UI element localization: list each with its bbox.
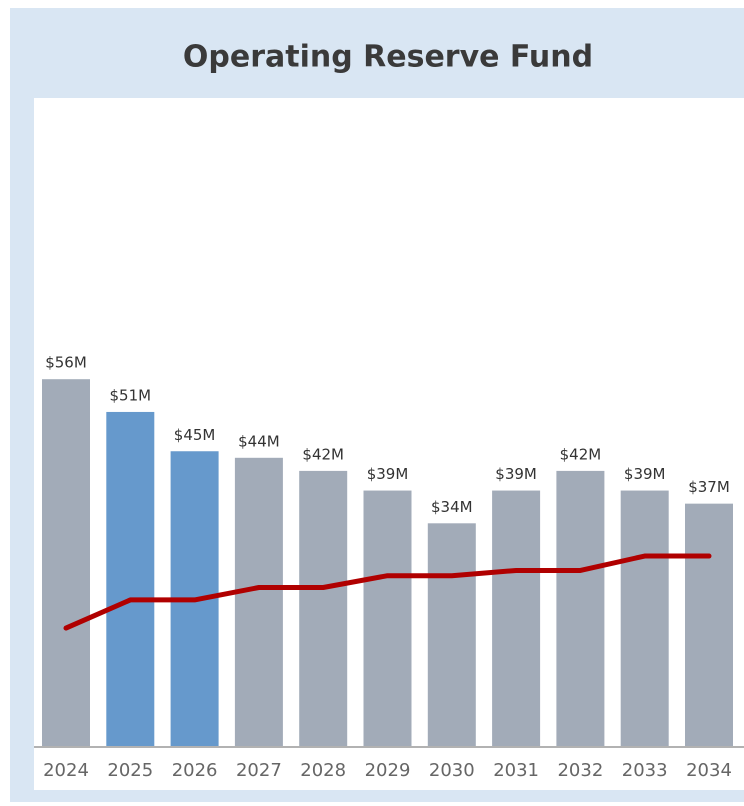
x-tick-label: 2028 — [300, 760, 346, 781]
value-label: $45M — [174, 426, 216, 444]
value-label: $42M — [302, 445, 344, 463]
value-label: $39M — [367, 465, 409, 483]
x-tick-label: 2027 — [236, 760, 282, 781]
value-label: $34M — [431, 498, 473, 516]
x-tick-label: 2030 — [429, 760, 475, 781]
bar — [234, 457, 283, 746]
x-tick-label: 2034 — [686, 760, 732, 781]
trend-line — [63, 553, 712, 631]
value-label: $39M — [495, 465, 537, 483]
chart-title: Operating Reserve Fund — [183, 40, 593, 75]
value-label: $37M — [688, 478, 730, 496]
value-label: $42M — [560, 445, 602, 463]
bar — [106, 411, 155, 746]
x-tick-label: 2026 — [172, 760, 218, 781]
x-tick-label: 2029 — [365, 760, 411, 781]
value-label: $44M — [238, 432, 280, 450]
x-tick-label: 2032 — [557, 760, 603, 781]
x-tick-label: 2024 — [43, 760, 89, 781]
bar — [363, 490, 412, 746]
bar — [556, 470, 605, 746]
bar — [685, 503, 733, 746]
bar — [620, 490, 669, 746]
bar — [427, 523, 476, 746]
x-tick-label: 2025 — [107, 760, 153, 781]
bar — [492, 490, 541, 746]
bar — [42, 379, 90, 746]
value-label: $56M — [45, 354, 87, 372]
x-tick-label: 2033 — [622, 760, 668, 781]
value-label: $51M — [110, 386, 152, 404]
x-tick-label: 2031 — [493, 760, 539, 781]
value-label: $39M — [624, 465, 666, 483]
bar — [299, 470, 348, 746]
